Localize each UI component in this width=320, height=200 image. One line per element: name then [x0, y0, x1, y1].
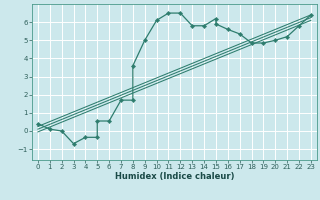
X-axis label: Humidex (Indice chaleur): Humidex (Indice chaleur): [115, 172, 234, 181]
